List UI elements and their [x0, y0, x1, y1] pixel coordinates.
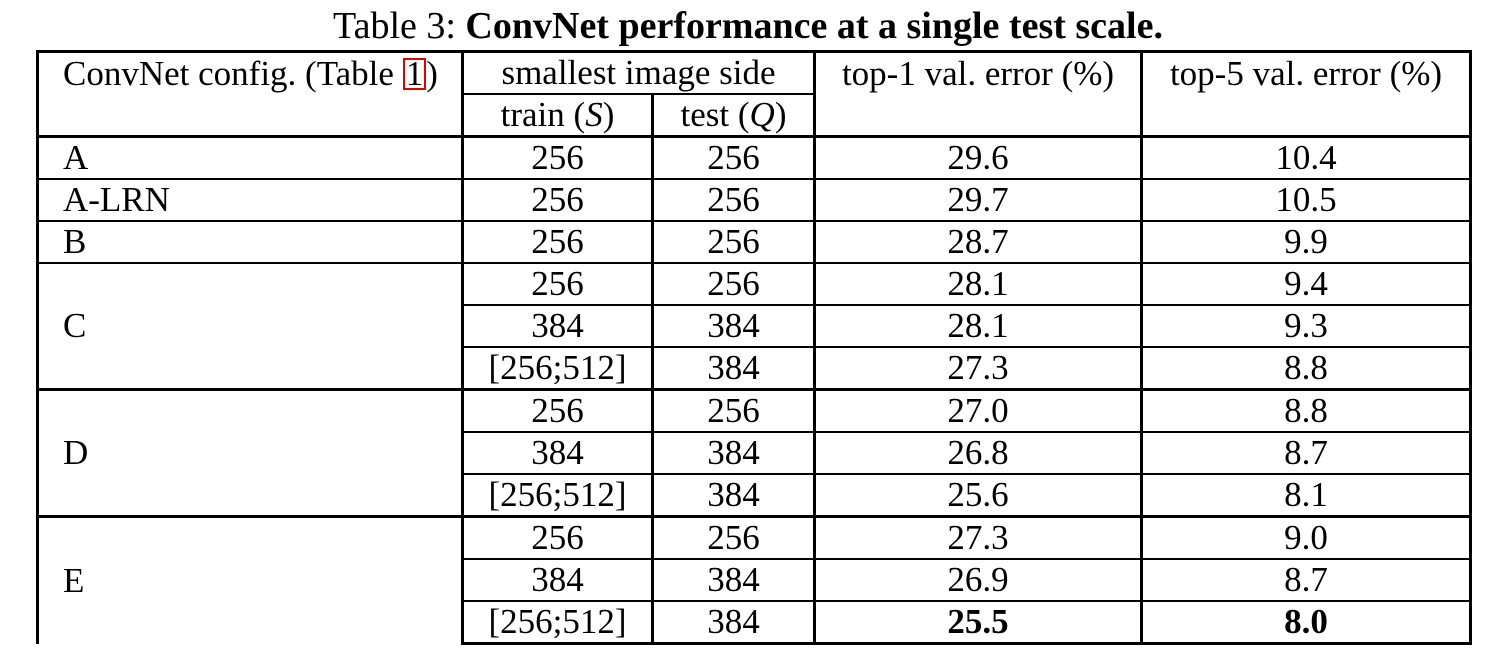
- header-top5: top-5 val. error (%): [1140, 50, 1473, 94]
- header-train: train (S): [461, 93, 654, 137]
- train-cell: [256;512]: [461, 346, 654, 390]
- header-config: ConvNet config. (Table 1): [36, 50, 464, 94]
- train-cell: 384: [461, 431, 654, 474]
- table-ref-link[interactable]: 1: [402, 56, 427, 91]
- config-cell: C: [36, 262, 464, 390]
- table-row: [256;512] 384 25.6 8.1: [38, 473, 1473, 517]
- caption-prefix: Table 3:: [333, 5, 456, 47]
- train-cell: [256;512]: [461, 473, 654, 517]
- train-cell: 256: [461, 388, 654, 432]
- header-config-empty: [36, 94, 464, 137]
- test-cell: 256: [650, 262, 817, 305]
- top5-cell: 9.3: [1140, 304, 1473, 347]
- test-cell: 256: [650, 220, 817, 263]
- train-cell: 384: [461, 558, 654, 601]
- train-cell: [256;512]: [461, 600, 654, 645]
- top5-cell: 8.8: [1140, 346, 1473, 390]
- test-cell: 384: [650, 600, 817, 645]
- top5-cell: 8.7: [1140, 431, 1473, 474]
- top1-cell: 27.3: [813, 346, 1144, 390]
- top1-cell: 27.0: [813, 388, 1144, 432]
- table-caption: Table 3: ConvNet performance at a single…: [0, 0, 1496, 48]
- top1-cell: 29.7: [813, 178, 1144, 221]
- top5-cell: 8.1: [1140, 473, 1473, 517]
- top1-cell: 26.8: [813, 431, 1144, 474]
- header-test: test (Q): [650, 93, 817, 137]
- test-cell: 384: [650, 473, 817, 517]
- table-row: 384 384 26.9 8.7: [38, 558, 1473, 601]
- table-row: [256;512] 384 27.3 8.8: [38, 346, 1473, 390]
- test-cell: 256: [650, 515, 817, 559]
- top5-cell: 8.7: [1140, 558, 1473, 601]
- top1-cell: 25.6: [813, 473, 1144, 517]
- top1-cell: 28.1: [813, 304, 1144, 347]
- train-cell: 256: [461, 135, 654, 179]
- table-row: [256;512] 384 25.5 8.0: [38, 600, 1473, 645]
- header-top5-empty: [1140, 94, 1473, 137]
- test-cell: 256: [650, 178, 817, 221]
- config-cell: B: [36, 220, 464, 263]
- table-row: 384 384 28.1 9.3: [38, 304, 1473, 347]
- config-cell: A-LRN: [36, 178, 464, 221]
- table-row: A-LRN 256 256 29.7 10.5: [36, 178, 1473, 221]
- header-row-1: ConvNet config. (Table 1) smallest image…: [36, 50, 1473, 94]
- train-cell: 256: [461, 220, 654, 263]
- caption-title: ConvNet performance at a single test sca…: [465, 5, 1163, 47]
- test-cell: 384: [650, 558, 817, 601]
- test-cell: 256: [650, 388, 817, 432]
- results-table: ConvNet config. (Table 1) smallest image…: [36, 50, 1473, 645]
- table-row: 384 384 26.8 8.7: [38, 431, 1473, 474]
- top1-cell: 29.6: [813, 135, 1144, 179]
- top5-cell: 9.4: [1140, 262, 1473, 305]
- test-cell: 256: [650, 135, 817, 179]
- table-row: A 256 256 29.6 10.4: [36, 135, 1473, 179]
- config-cell: E: [36, 515, 464, 644]
- top1-cell: 28.7: [813, 220, 1144, 263]
- top5-cell: 8.8: [1140, 388, 1473, 432]
- top5-cell: 10.4: [1140, 135, 1473, 179]
- header-top1: top-1 val. error (%): [813, 50, 1144, 94]
- top5-cell: 9.9: [1140, 220, 1473, 263]
- train-cell: 256: [461, 515, 654, 559]
- top5-cell: 9.0: [1140, 515, 1473, 559]
- config-cell: A: [36, 135, 464, 179]
- top5-cell: 10.5: [1140, 178, 1473, 221]
- header-row-2: train (S) test (Q): [36, 93, 1473, 137]
- table-row: C 256 256 28.1 9.4: [36, 262, 1473, 390]
- top5-cell-best: 8.0: [1140, 600, 1473, 645]
- test-cell: 384: [650, 304, 817, 347]
- top1-cell: 28.1: [813, 262, 1144, 305]
- test-cell: 384: [650, 346, 817, 390]
- table-row: B 256 256 28.7 9.9: [36, 220, 1473, 263]
- table-row: D 256 256 27.0 8.8: [36, 388, 1473, 517]
- config-cell: D: [36, 388, 464, 517]
- train-cell: 384: [461, 304, 654, 347]
- table-row: E 256 256 27.3 9.0: [36, 515, 1473, 644]
- train-cell: 256: [461, 178, 654, 221]
- header-image-side: smallest image side: [460, 50, 817, 94]
- top1-cell: 26.9: [813, 558, 1144, 601]
- train-cell: 256: [461, 262, 654, 305]
- header-top1-empty: [813, 94, 1144, 137]
- top1-cell-best: 25.5: [813, 600, 1144, 645]
- test-cell: 384: [650, 431, 817, 474]
- top1-cell: 27.3: [813, 515, 1144, 559]
